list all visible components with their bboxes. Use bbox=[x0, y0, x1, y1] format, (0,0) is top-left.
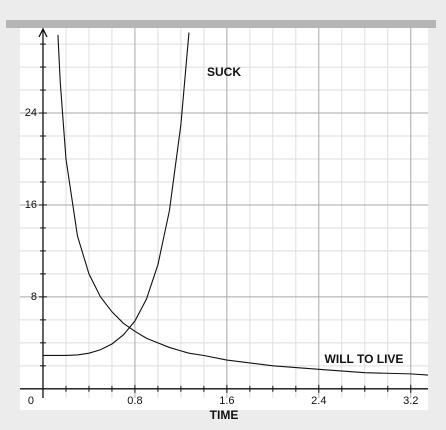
plot-area bbox=[20, 28, 428, 410]
series-label: WILL TO LIVE bbox=[325, 352, 404, 366]
x-axis-label: TIME bbox=[210, 408, 239, 422]
series-label: SUCK bbox=[207, 65, 241, 79]
y-axis-arrow bbox=[38, 27, 48, 38]
x-tick-label: 1.6 bbox=[219, 395, 234, 407]
x-tick-label: 3.2 bbox=[403, 395, 418, 407]
top-bar bbox=[6, 20, 436, 28]
x-tick-label: 0.8 bbox=[127, 395, 142, 407]
series-line bbox=[42, 32, 190, 357]
series-line bbox=[57, 34, 429, 376]
y-tick-label: 16 bbox=[25, 199, 37, 211]
y-tick-label: 24 bbox=[25, 107, 37, 119]
y-tick-label: 8 bbox=[31, 291, 37, 303]
x-tick-label: 2.4 bbox=[311, 395, 326, 407]
x-tick-label: 0 bbox=[28, 395, 34, 407]
